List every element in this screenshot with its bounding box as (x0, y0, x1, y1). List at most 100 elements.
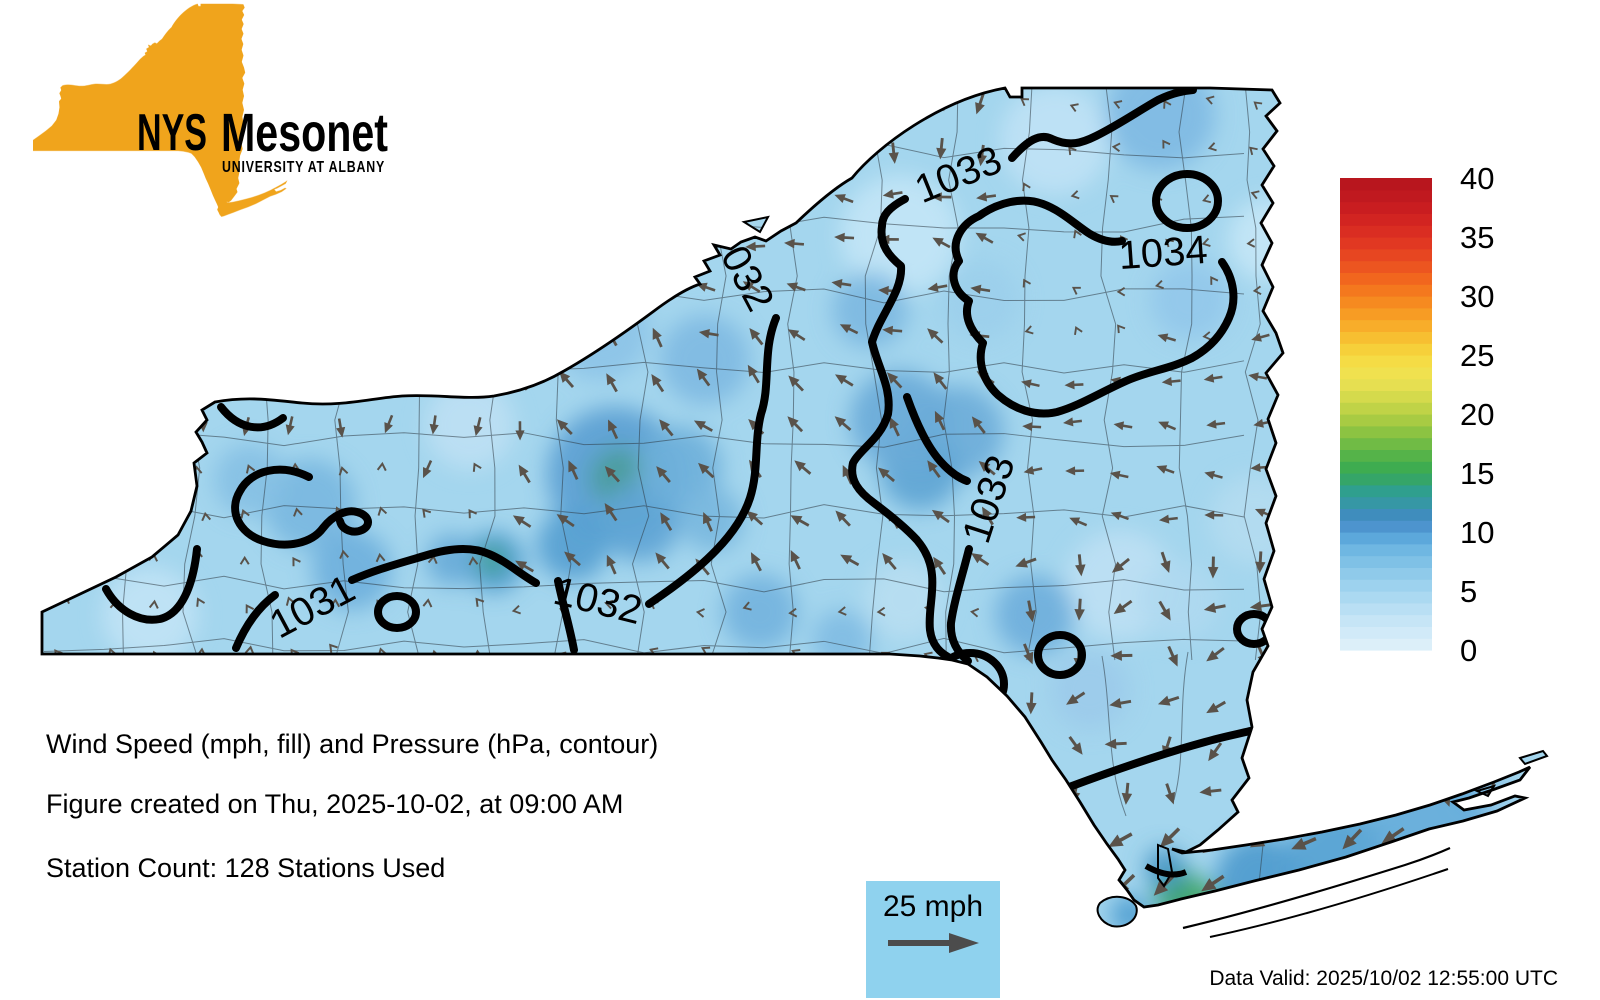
wind-arrow (473, 191, 484, 213)
wind-arrow (693, 694, 704, 704)
wind-arrow (1524, 238, 1534, 248)
wind-arrow (1113, 599, 1133, 614)
wind-chevron-icon (650, 790, 660, 799)
wind-arrow-shaft (199, 187, 205, 199)
wind-arrow-shaft (63, 374, 68, 386)
wind-arrow (1520, 607, 1542, 617)
wind-arrow-head-icon (1249, 600, 1262, 612)
pressure-contour (231, 465, 372, 549)
pressure-contour (348, 544, 540, 587)
wind-arrow-head-icon (1292, 647, 1305, 658)
wind-arrow (240, 508, 250, 519)
wind-arrow-head-icon (840, 554, 853, 565)
wind-arrow-shaft (334, 234, 338, 247)
data-valid-timestamp: Data Valid: 2025/10/02 12:55:00 UTC (1209, 967, 1558, 990)
wind-arrow-head-icon (882, 553, 894, 565)
wind-arrow-head-icon (288, 245, 299, 257)
wind-arrow (788, 375, 804, 392)
wind-arrow (1069, 103, 1079, 113)
wind-arrow (696, 368, 711, 387)
wind-arrow-head-icon (693, 420, 706, 431)
wind-arrow (1481, 142, 1491, 153)
wind-chevron-icon (604, 599, 614, 610)
colorbar-band (1340, 555, 1432, 568)
wind-arrow-head-icon (1074, 608, 1085, 621)
wind-arrow (743, 878, 753, 888)
wind-arrow-shaft (801, 99, 807, 111)
wind-arrow (1207, 556, 1219, 579)
wind-arrow-shaft (1304, 465, 1315, 471)
wind-arrow-head-icon (515, 289, 527, 302)
wind-arrow (932, 836, 942, 847)
wind-arrow-shaft (980, 144, 985, 157)
wind-arrow (934, 410, 946, 431)
wind-arrow-shaft (613, 234, 619, 247)
colorbar-tick-label: 35 (1460, 220, 1494, 255)
wind-arrow (377, 322, 388, 344)
wind-arrow (1022, 789, 1033, 811)
wind-arrow-head-icon (152, 426, 162, 437)
wind-arrow-shaft (155, 326, 161, 338)
wind-chevron-icon (785, 830, 795, 841)
wind-arrow-shaft (1259, 333, 1270, 339)
wind-arrow (1522, 873, 1546, 891)
wind-chevron-icon (245, 603, 255, 614)
wind-arrow-head-icon (288, 287, 300, 299)
wind-chevron-icon (1069, 103, 1079, 113)
wind-arrow (559, 371, 575, 389)
pressure-contours (102, 88, 1275, 799)
wind-chevron-icon (240, 508, 250, 519)
wind-arrow-head-icon (934, 410, 945, 423)
east-river-line (1144, 863, 1188, 878)
wind-chevron-icon (425, 923, 436, 927)
wind-arrow-head-icon (1342, 797, 1353, 811)
wind-arrow-head-icon (1487, 562, 1499, 575)
wind-arrow-head-icon (1065, 466, 1076, 476)
wind-chevron-icon (1290, 149, 1300, 159)
wind-arrow (146, 234, 157, 256)
wind-arrow-head-icon (1018, 879, 1032, 890)
wind-arrow (424, 832, 433, 842)
wind-arrow (741, 744, 751, 755)
wind-arrow (426, 183, 437, 206)
wind-arrow-head-icon (1075, 564, 1086, 577)
wind-arrow (1396, 90, 1405, 100)
wind-arrow (784, 238, 805, 249)
wind-arrow-head-icon (1102, 931, 1121, 950)
wind-arrow-shaft (1441, 519, 1453, 525)
wind-arrow (101, 420, 111, 440)
wind-arrow (1482, 99, 1491, 109)
wind-arrow (1157, 695, 1180, 706)
wind-arrow (469, 372, 479, 393)
wind-chevron-icon (149, 832, 158, 842)
colorbar-band (1340, 437, 1432, 450)
wind-arrow (1474, 834, 1500, 849)
wind-arrow (1026, 692, 1037, 715)
wind-arrow-head-icon (696, 368, 708, 381)
wind-arrow-shaft (1346, 788, 1353, 801)
wind-arrow-shaft (569, 141, 574, 154)
wind-arrow-shaft (429, 135, 436, 148)
wind-arrow-shaft (1032, 467, 1043, 472)
wind-arrow-head-icon (1165, 791, 1176, 805)
wind-arrow (560, 696, 570, 707)
colorbar-band (1340, 213, 1432, 226)
wind-chevron-icon (334, 693, 345, 703)
wind-arrow (1025, 600, 1036, 623)
wind-speed-patch (264, 459, 356, 551)
wind-arrow-head-icon (1246, 929, 1265, 948)
wind-arrow (1063, 417, 1082, 427)
wind-arrow (334, 693, 345, 703)
colorbar-band (1340, 178, 1432, 191)
wind-arrow (702, 787, 712, 798)
wind-chevron-icon (560, 696, 570, 707)
wind-speed-patch (312, 530, 392, 610)
wind-arrow-shaft (847, 90, 852, 102)
wind-arrow-shaft (205, 328, 210, 340)
wind-arrow-shaft (158, 372, 162, 383)
wind-arrow-shaft (107, 324, 113, 337)
wind-arrow-shaft (63, 418, 68, 430)
pressure-contour-closed (1034, 631, 1086, 679)
wind-chevron-icon (191, 920, 201, 927)
wind-arrow-shaft (476, 191, 484, 204)
